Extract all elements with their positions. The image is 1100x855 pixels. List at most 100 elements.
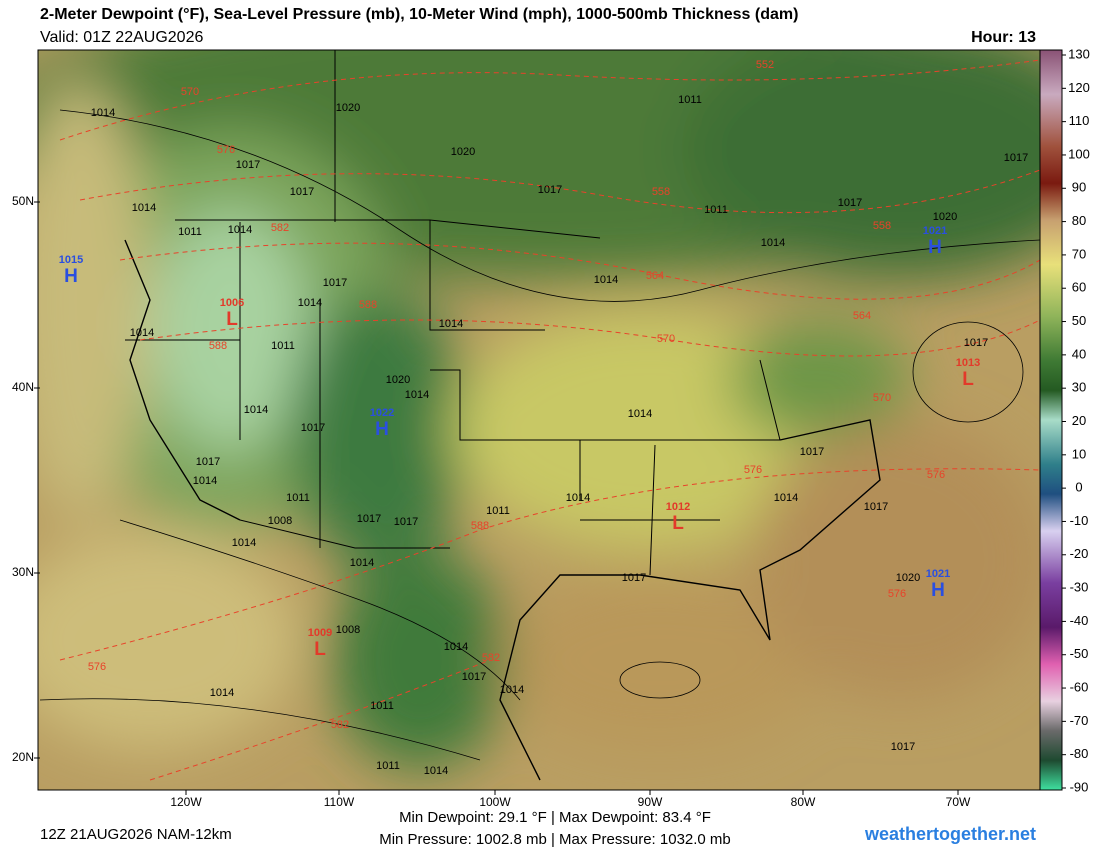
thickness-contours xyxy=(59,59,1040,781)
pressure-center-value: 1021 xyxy=(923,225,947,237)
thickness-label: 570 xyxy=(873,392,891,404)
isobar-label: 1020 xyxy=(451,146,475,158)
pressure-center-letter: L xyxy=(226,309,238,330)
longitude-label: 70W xyxy=(946,795,971,809)
isobar-label: 1014 xyxy=(424,765,448,777)
thickness-label: 582 xyxy=(331,719,349,731)
pressure-center-letter: H xyxy=(928,237,942,258)
pressure-center-value: 1009 xyxy=(308,627,332,639)
isobar-label: 1017 xyxy=(301,422,325,434)
pressure-center-letter: L xyxy=(314,639,326,660)
pressure-center-value: 1015 xyxy=(59,254,83,266)
colorbar-label: -50 xyxy=(1070,646,1089,661)
forecast-hour: Hour: 13 xyxy=(971,29,1036,46)
isobar-label: 1011 xyxy=(376,760,400,772)
pressure-center-letter: L xyxy=(962,369,974,390)
isobar-label: 1008 xyxy=(336,624,360,636)
isobar-label: 1014 xyxy=(439,318,463,330)
isobar-label: 1017 xyxy=(838,197,862,209)
pressure-center-letter: H xyxy=(375,419,389,440)
latitude-label: 20N xyxy=(12,750,34,764)
site-link[interactable]: weathertogether.net xyxy=(864,824,1036,844)
pressure-range: Min Pressure: 1002.8 mb | Max Pressure: … xyxy=(379,831,731,848)
latitude-label: 50N xyxy=(12,194,34,208)
isobar-label: 1020 xyxy=(336,102,360,114)
thickness-label: 558 xyxy=(652,186,670,198)
pressure-center-value: 1012 xyxy=(666,501,690,513)
colorbar xyxy=(1039,49,1063,791)
isobar-label: 1011 xyxy=(178,226,202,238)
colorbar-label: -70 xyxy=(1070,713,1089,728)
colorbar-label: 70 xyxy=(1072,246,1086,261)
isobar-label: 1020 xyxy=(386,374,410,386)
colorbar-label: -40 xyxy=(1070,613,1089,628)
isobar-label: 1017 xyxy=(196,456,220,468)
isobar-label: 1014 xyxy=(350,557,374,569)
isobar-label: 1014 xyxy=(298,297,322,309)
thickness-label: 552 xyxy=(756,59,774,71)
axes: 50N 40N 30N 20N 120W 110W 100W 90W 80W 70W 130 120 1… xyxy=(12,46,1090,809)
isobar-label: 1014 xyxy=(210,687,234,699)
isobar-label: 1017 xyxy=(357,513,381,525)
colorbar-label: 30 xyxy=(1072,380,1086,395)
thickness-label: 564 xyxy=(646,270,664,282)
isobar-label: 1014 xyxy=(500,684,524,696)
thickness-label: 582 xyxy=(271,222,289,234)
longitude-label: 100W xyxy=(479,795,511,809)
isobar-label: 1014 xyxy=(761,237,785,249)
isobar-label: 1017 xyxy=(236,159,260,171)
isobar-label: 1014 xyxy=(774,492,798,504)
thickness-label: 576 xyxy=(217,144,235,156)
isobar-label: 1017 xyxy=(394,516,418,528)
isobar-label: 1014 xyxy=(228,224,252,236)
thickness-label: 588 xyxy=(209,340,227,352)
isobar-label: 1017 xyxy=(1004,152,1028,164)
pressure-center-letter: H xyxy=(64,266,78,287)
colorbar-label: 80 xyxy=(1072,213,1086,228)
borders xyxy=(124,50,881,781)
colorbar-label: -60 xyxy=(1070,679,1089,694)
pressure-center-value: 1006 xyxy=(220,297,244,309)
isobar-label: 1017 xyxy=(462,671,486,683)
map: 1015H1021H1022H1006L1013L1012L1021H1009L… xyxy=(38,50,1040,790)
isobar-label: 1017 xyxy=(290,186,314,198)
pressure-center-value: 1022 xyxy=(370,407,394,419)
colorbar-label: 20 xyxy=(1072,413,1086,428)
isobar-label: 1014 xyxy=(594,274,618,286)
thickness-label: 582 xyxy=(482,652,500,664)
thickness-label: 576 xyxy=(888,588,906,600)
colorbar-label: 40 xyxy=(1072,346,1086,361)
thickness-label: 570 xyxy=(657,333,675,345)
isobar-label: 1020 xyxy=(896,572,920,584)
colorbar-label: 10 xyxy=(1072,446,1086,461)
isobar-label: 1020 xyxy=(933,211,957,223)
longitude-label: 90W xyxy=(638,795,663,809)
isobar-label: 1017 xyxy=(864,501,888,513)
isobar-label: 1017 xyxy=(538,184,562,196)
latitude-label: 30N xyxy=(12,565,34,579)
thickness-label: 564 xyxy=(853,310,871,322)
colorbar-label: -20 xyxy=(1070,546,1089,561)
colorbar-label: -80 xyxy=(1070,746,1089,761)
thickness-label: 588 xyxy=(471,520,489,532)
pressure-center-value: 1021 xyxy=(926,568,950,580)
isobar-label: 1017 xyxy=(622,572,646,584)
colorbar-label: -30 xyxy=(1070,580,1089,595)
isobar-label: 1011 xyxy=(370,700,394,712)
isobar-label: 1014 xyxy=(130,327,154,339)
colorbar-label: 90 xyxy=(1072,180,1086,195)
isobar-label: 1017 xyxy=(891,741,915,753)
title: 2-Meter Dewpoint (°F), Sea-Level Pressur… xyxy=(40,6,798,23)
thickness-label: 576 xyxy=(744,464,762,476)
valid-time: Valid: 01Z 22AUG2026 xyxy=(40,29,203,46)
thickness-label: 570 xyxy=(181,86,199,98)
colorbar-label: 60 xyxy=(1072,280,1086,295)
colorbar-label: 50 xyxy=(1072,313,1086,328)
isobar-label: 1014 xyxy=(405,389,429,401)
isobar-label: 1014 xyxy=(232,537,256,549)
longitude-label: 120W xyxy=(170,795,202,809)
thickness-label: 576 xyxy=(927,469,945,481)
isobar-label: 1011 xyxy=(271,340,295,352)
colorbar-label: 110 xyxy=(1069,113,1090,128)
isobar-label: 1011 xyxy=(286,492,310,504)
